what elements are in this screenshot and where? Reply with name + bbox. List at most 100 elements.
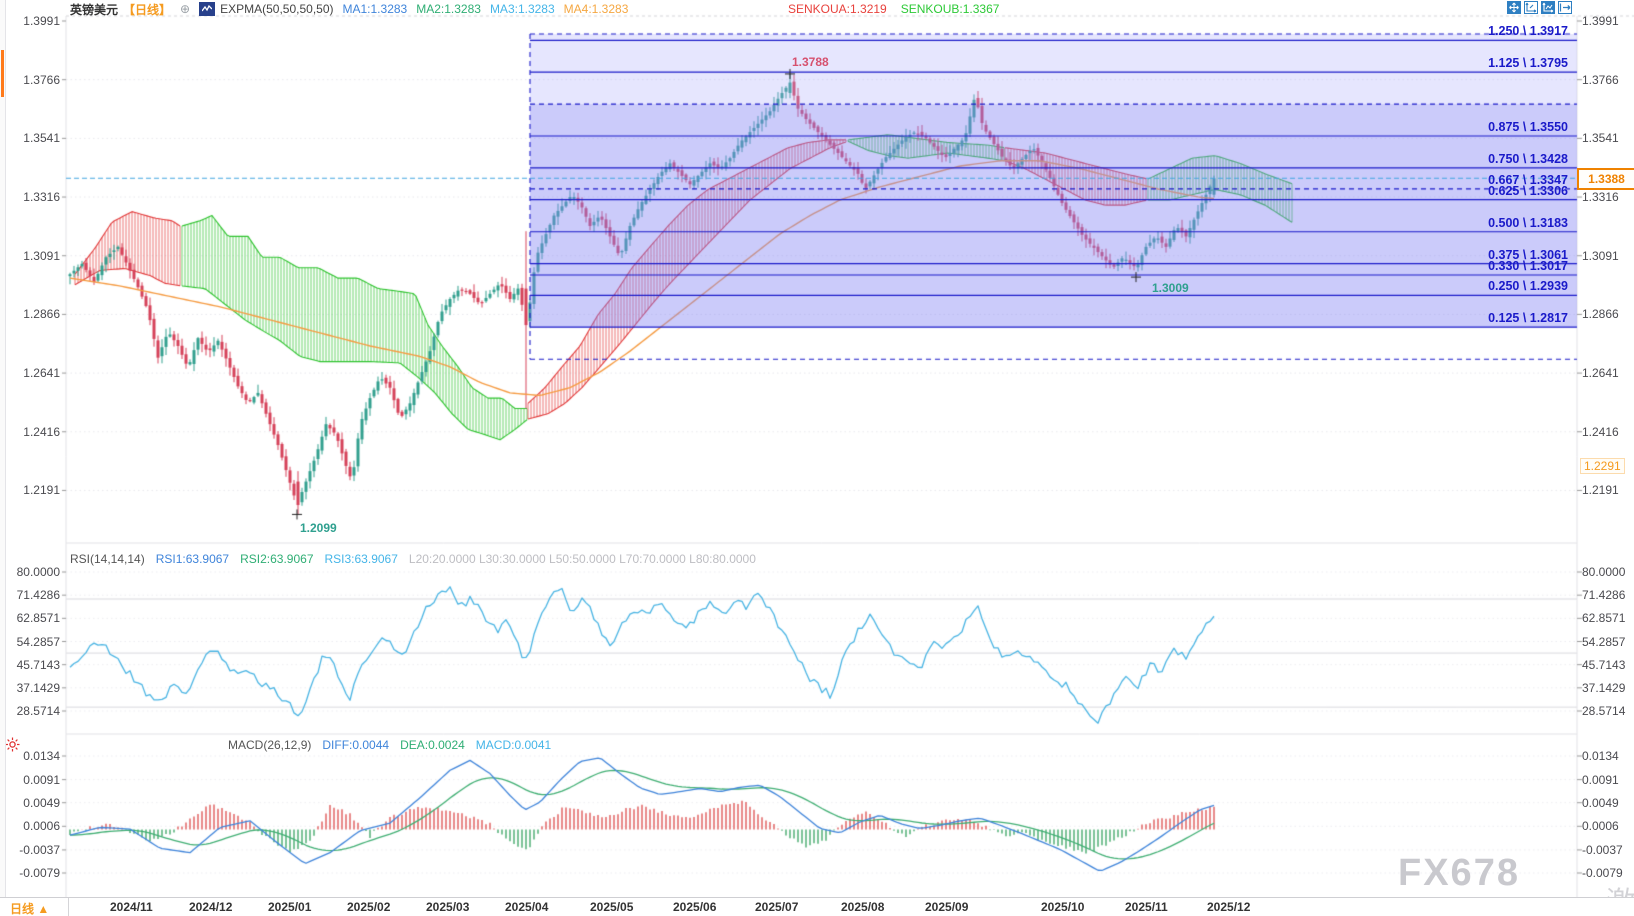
- fib-level-label: 0.330 \ 1.3017: [1488, 259, 1568, 274]
- fib-level-label: 0.500 \ 1.3183: [1488, 215, 1568, 230]
- period-tag[interactable]: 【日线】: [123, 2, 172, 17]
- macd-y-axis-label: 0.0049: [1582, 795, 1619, 810]
- macd-y-axis-label: -0.0037: [19, 842, 60, 857]
- date-label: 2025/05: [590, 900, 634, 914]
- fib-level-label: 0.375 \ 1.3061: [1488, 247, 1568, 262]
- date-label: 2025/06: [673, 900, 717, 914]
- rsi-y-axis-label: 54.2857: [1582, 634, 1626, 649]
- date-label: 2025/01: [268, 900, 312, 914]
- main-y-axis-label: 1.2416: [23, 424, 60, 439]
- senkou-b-value: SENKOUB:1.3367: [900, 2, 1000, 16]
- fib-level-label: 0.625 \ 1.3306: [1488, 183, 1568, 198]
- left-scrollbar-track: [0, 0, 6, 916]
- macd-y-axis-label: -0.0037: [1582, 842, 1623, 857]
- rsi-y-axis-label: 71.4286: [1582, 588, 1626, 603]
- chart-type-icon[interactable]: [199, 2, 216, 16]
- main-y-axis-label: 1.3766: [1582, 72, 1619, 87]
- ma4-value: MA4:1.3283: [563, 2, 629, 16]
- date-label: 2025/10: [1041, 900, 1085, 914]
- ma2-value: MA2:1.3283: [416, 2, 481, 16]
- date-label: 2025/11: [1125, 900, 1168, 914]
- main-y-axis-label: 1.2641: [23, 366, 60, 381]
- macd-y-axis-label: 0.0049: [23, 795, 60, 810]
- date-label: 2025/12: [1207, 900, 1251, 914]
- date-label: 2025/02: [347, 900, 391, 914]
- main-y-axis-label: 1.2191: [23, 483, 60, 498]
- tab-daily[interactable]: 日线 ▲: [10, 902, 50, 916]
- tab-arrow-icon: ▲: [37, 902, 50, 916]
- macd-y-axis-label: 0.0006: [1582, 819, 1619, 834]
- rsi-indicator-name: RSI(14,14,14): [70, 552, 145, 566]
- date-label: 2025/03: [426, 900, 470, 914]
- swing-low-marker: 1.3009: [1152, 281, 1189, 295]
- rsi-y-axis-label: 28.5714: [1582, 704, 1626, 718]
- rsi-y-axis-label: 62.8571: [1582, 611, 1626, 626]
- date-label: 2024/12: [189, 900, 233, 914]
- main-y-axis-label: 1.3991: [1582, 14, 1619, 28]
- macd-header: MACD(26,12,9) DIFF:0.0044 DEA:0.0024 MAC…: [228, 738, 551, 752]
- left-scrollbar-thumb[interactable]: [1, 50, 4, 97]
- main-y-axis-label: 1.3316: [23, 190, 60, 205]
- fib-level-label: 1.250 \ 1.3917: [1488, 24, 1568, 39]
- rsi1-value: RSI1:63.9067: [155, 552, 230, 566]
- axis-scale-icon[interactable]: [1541, 1, 1555, 14]
- symbol-name: 英镑美元: [70, 2, 119, 17]
- macd-y-axis-label: 0.0134: [1582, 749, 1619, 763]
- fib-level-label: 0.750 \ 1.3428: [1488, 151, 1568, 166]
- rsi-y-axis-label: 45.7143: [16, 657, 60, 672]
- main-y-axis-label: 1.3091: [1582, 248, 1619, 263]
- fib-level-label: 0.875 \ 1.3550: [1488, 120, 1568, 134]
- date-label: 2025/07: [755, 900, 799, 914]
- rsi-header: RSI(14,14,14) RSI1:63.9067 RSI2:63.9067 …: [70, 552, 756, 566]
- date-label: 2025/09: [925, 900, 969, 914]
- macd-y-axis-label: 0.0091: [23, 772, 60, 787]
- dea-value: DEA:0.0024: [400, 738, 465, 752]
- bottom-bar: 日线 ▲ 2024/11 2024/12 2025/01 2025/02 2025/03…: [0, 897, 1634, 916]
- main-y-axis-label: 1.3316: [1582, 190, 1619, 205]
- ma3-value: MA3:1.3283: [489, 2, 555, 16]
- date-label: 2025/08: [841, 900, 885, 914]
- main-y-axis-label: 1.2191: [1582, 483, 1619, 498]
- last-price-tag: 1.3388: [1577, 168, 1634, 190]
- low-price-marker: 1.2099: [300, 521, 337, 535]
- date-label: 2025/04: [505, 900, 549, 914]
- senkou-a-value: SENKOUA:1.3219: [788, 2, 887, 16]
- main-y-axis-label: 1.3541: [23, 131, 60, 146]
- main-y-axis-label: 1.2416: [1582, 424, 1619, 439]
- chart-toolbar: [1507, 1, 1572, 14]
- diff-value: DIFF:0.0044: [322, 738, 390, 752]
- indicator-name: EXPMA(50,50,50,50): [220, 2, 334, 16]
- macd-y-axis-label: -0.0079: [1582, 866, 1623, 880]
- macd-value: MACD:0.0041: [475, 738, 552, 752]
- fib-level-label: 1.125 \ 1.3795: [1488, 56, 1568, 71]
- rsi2-value: RSI2:63.9067: [240, 552, 314, 566]
- rsi3-value: RSI3:63.9067: [324, 552, 398, 566]
- main-y-axis-label: 1.3991: [23, 14, 60, 28]
- main-y-axis-label: 1.3541: [1582, 131, 1619, 146]
- rsi-y-axis-label: 28.5714: [16, 704, 60, 718]
- rsi-levels: L20:20.0000 L30:30.0000 L50:50.0000 L70:…: [408, 552, 756, 566]
- date-label: 2024/11: [110, 900, 153, 914]
- high-price-marker: 1.3788: [792, 55, 829, 69]
- fib-level-label: 0.667 \ 1.3347: [1488, 172, 1568, 187]
- macd-indicator-name: MACD(26,12,9): [228, 738, 312, 752]
- fib-level-label: 0.125 \ 1.2817: [1488, 311, 1568, 326]
- macd-y-axis-label: -0.0079: [19, 866, 60, 880]
- main-y-axis-label: 1.3091: [23, 248, 60, 263]
- rsi-y-axis-label: 54.2857: [16, 634, 60, 649]
- add-indicator-icon[interactable]: ⊕: [180, 2, 191, 16]
- sun-icon[interactable]: [5, 737, 20, 755]
- exit-icon[interactable]: [1558, 1, 1572, 14]
- axis-zoom-icon[interactable]: [1524, 1, 1538, 14]
- side-price-label: 1.2291: [1580, 458, 1625, 474]
- pan-icon[interactable]: [1507, 1, 1521, 14]
- bottom-bar-divider: [68, 898, 69, 916]
- rsi-y-axis-label: 80.0000: [16, 565, 60, 579]
- main-y-axis-label: 1.2866: [1582, 307, 1619, 322]
- rsi-y-axis-label: 80.0000: [1582, 565, 1626, 579]
- main-y-axis-label: 1.2641: [1582, 366, 1619, 381]
- watermark: FX678: [1398, 852, 1520, 894]
- main-y-axis-label: 1.2866: [23, 307, 60, 322]
